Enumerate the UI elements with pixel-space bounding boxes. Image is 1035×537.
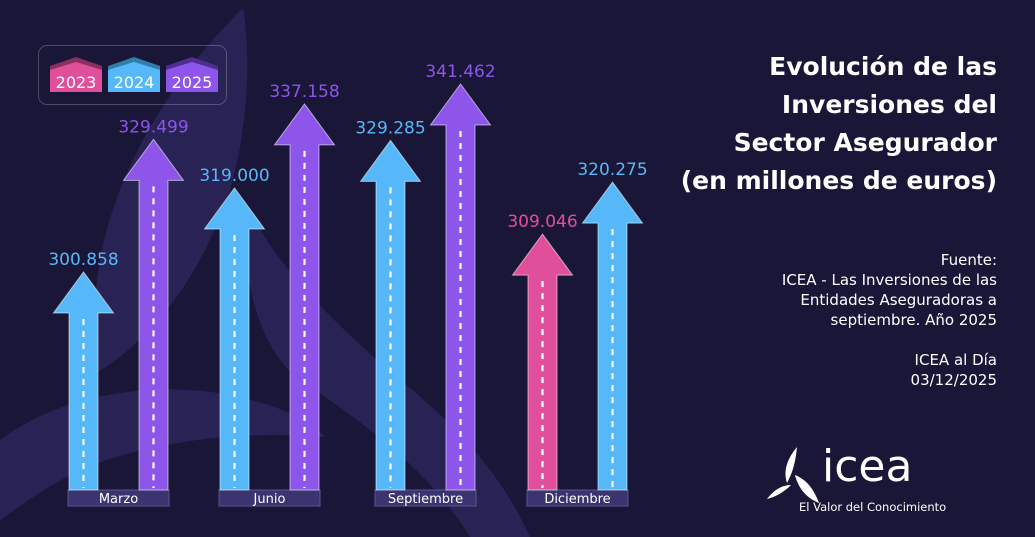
publication-name: ICEA al Día <box>914 351 997 369</box>
source-line: ICEA - Las Inversiones de las <box>781 271 997 289</box>
arrow-bar-2024 <box>203 187 266 491</box>
triskelion-leaf-icon <box>767 447 819 503</box>
publication-date: 03/12/2025 <box>910 371 997 389</box>
legend: 2023 2024 2025 <box>38 45 227 105</box>
icea-logo: icea El Valor del Conocimiento <box>765 441 1005 520</box>
category-bar <box>218 489 321 507</box>
legend-item-2023: 2023 <box>50 57 102 92</box>
legend-label: 2025 <box>172 73 213 92</box>
legend-svg: 2023 2024 2025 <box>50 57 218 92</box>
data-label: 341.462 <box>425 62 495 82</box>
legend-label: 2024 <box>114 73 155 92</box>
category-bar <box>67 489 170 507</box>
data-label: 319.000 <box>199 166 269 186</box>
arrow-bar-2025 <box>273 103 336 491</box>
legend-item-2025: 2025 <box>166 57 218 92</box>
legend-swatch <box>166 62 218 92</box>
arrow-bar-2024 <box>581 181 644 491</box>
source-note: Fuente: ICEA - Las Inversiones de las En… <box>667 250 997 390</box>
data-label: 309.046 <box>507 212 577 232</box>
arrow-shape <box>359 139 422 491</box>
data-label: 329.285 <box>355 118 425 138</box>
arrow-bar-2025 <box>122 138 185 491</box>
category-label: Diciembre <box>544 492 610 507</box>
source-line: septiembre. Año 2025 <box>830 311 997 329</box>
legend-item-2024: 2024 <box>108 57 160 92</box>
chart-title: Evolución de las Inversiones del Sector … <box>637 48 997 200</box>
arrow-shape <box>511 233 574 491</box>
legend-swatch <box>108 62 160 92</box>
arrow-bar-2023 <box>511 233 574 491</box>
data-label: 337.158 <box>269 82 339 102</box>
title-line: Inversiones del <box>781 90 997 119</box>
arrow-shape <box>122 138 185 491</box>
category-label: Septiembre <box>388 492 463 507</box>
category-bar <box>526 489 629 507</box>
title-line: Sector Asegurador <box>733 128 997 157</box>
legend-label: 2023 <box>56 73 97 92</box>
legend-swatch <box>50 62 102 92</box>
data-label: 300.858 <box>48 250 118 270</box>
title-line: (en millones de euros) <box>680 166 997 195</box>
title-line: Evolución de las <box>769 52 997 81</box>
data-label: 329.499 <box>118 117 188 137</box>
arrow-bar-2024 <box>359 139 422 491</box>
arrow-bar-2025 <box>429 83 492 491</box>
source-line: Entidades Aseguradoras a <box>800 291 997 309</box>
logo-wordmark: icea <box>822 441 913 492</box>
arrow-shape <box>581 181 644 491</box>
category-bar <box>374 489 477 507</box>
category-label: Junio <box>253 492 286 507</box>
background-leaf-shape <box>94 8 248 372</box>
arrow-shape <box>203 187 266 491</box>
arrow-bar-2024 <box>52 271 115 491</box>
category-label: Marzo <box>99 492 138 507</box>
data-label: 320.275 <box>577 160 647 180</box>
logo-tagline: El Valor del Conocimiento <box>799 500 947 514</box>
source-label: Fuente: <box>940 251 997 269</box>
